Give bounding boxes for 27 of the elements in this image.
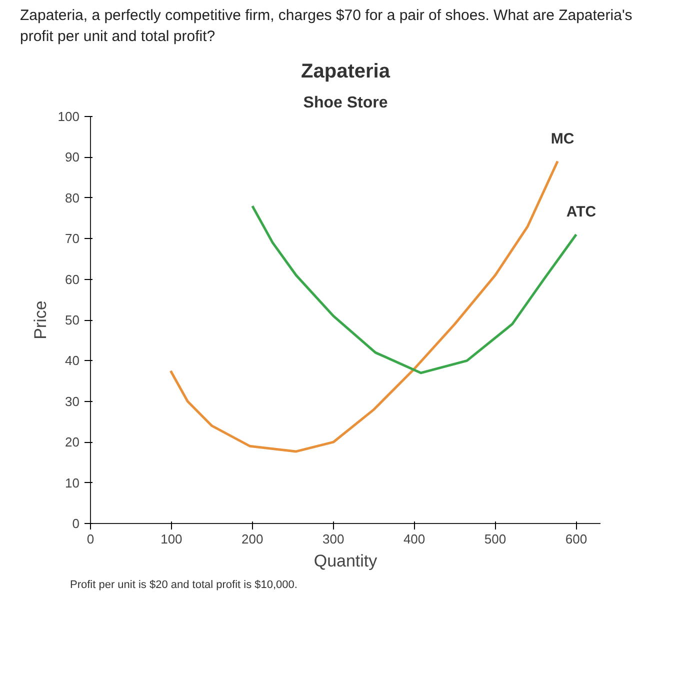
x-tick-label: 100 [160, 531, 182, 546]
series-label: ATC [566, 203, 596, 220]
text: Zapateria, a perfectly competitive firm, charges $70 for a pair of shoes. What are Zapateria's profit per unit and total profit? [20, 6, 634, 48]
x-tick-label: 300 [322, 531, 344, 546]
y-tick-label: 0 [72, 516, 80, 531]
text: Profit per unit is $20 and total profit is $10,000. [70, 578, 298, 593]
y-tick-label: 10 [65, 475, 80, 490]
line-series [169, 160, 559, 453]
chart-subtitle: Shoe Store [303, 94, 388, 112]
x-tick-label: 600 [565, 531, 588, 546]
x-tick-label: 500 [484, 531, 506, 546]
y-tick-label: 20 [65, 434, 80, 450]
y-tick-label: 80 [65, 190, 80, 206]
series-label: MC [550, 130, 574, 148]
x-tick-label: 400 [403, 531, 426, 546]
x-tick-label: 0 [86, 531, 94, 546]
y-tick-label: 90 [65, 150, 80, 165]
y-axis-title: Price [30, 300, 50, 340]
x-axis-title: Quantity [314, 551, 378, 570]
y-tick-label: 100 [58, 108, 80, 124]
chart-title: Zapateria [301, 60, 391, 82]
y-tick-label: 50 [65, 312, 80, 328]
x-tick-label: 200 [242, 531, 264, 546]
y-tick-label: 70 [65, 230, 80, 246]
y-tick-label: 60 [65, 272, 80, 287]
y-tick-label: 30 [65, 394, 80, 409]
y-tick-label: 40 [65, 353, 80, 368]
